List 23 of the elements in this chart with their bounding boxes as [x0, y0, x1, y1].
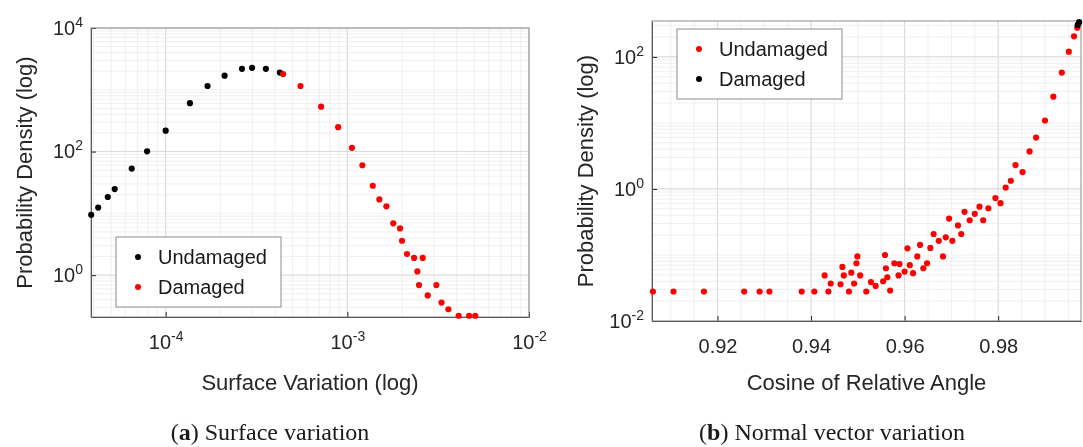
x-tick-label: 10$^{-4}$	[148, 328, 184, 354]
x-axis-title: Cosine of Relative Angle	[746, 370, 987, 395]
legend-label: Undamaged	[158, 246, 267, 268]
x-tick-label: 10$^{-2}$	[512, 328, 548, 354]
y-tick-label: 10$^{2}$	[613, 42, 645, 68]
x-tick-label: 0.96	[885, 335, 925, 358]
x-tick-label: 0.98	[979, 335, 1019, 358]
y-tick-label: 10$^{-2}$	[609, 306, 645, 332]
y-axis-title: Probability Density (log)	[573, 54, 598, 288]
legend-label: Damaged	[719, 68, 806, 90]
legend-label: Undamaged	[719, 38, 828, 60]
x-tick-label: 0.94	[792, 335, 832, 358]
x-tick-label: 0.92	[698, 335, 738, 358]
legend-label: Damaged	[158, 276, 245, 298]
text: (a) Surface variation	[170, 419, 370, 445]
text: (b) Normal vector variation	[699, 419, 965, 445]
y-tick-label: 10$^{2}$	[52, 137, 84, 163]
y-tick-label: 10$^{0}$	[52, 261, 84, 287]
y-tick-label: 10$^{0}$	[613, 174, 645, 200]
y-axis-title: Probability Density (log)	[12, 56, 37, 289]
y-tick-label: 10$^{4}$	[52, 13, 84, 39]
x-axis-title: Surface Variation (log)	[201, 370, 419, 395]
x-tick-label: 10$^{-3}$	[330, 328, 366, 354]
